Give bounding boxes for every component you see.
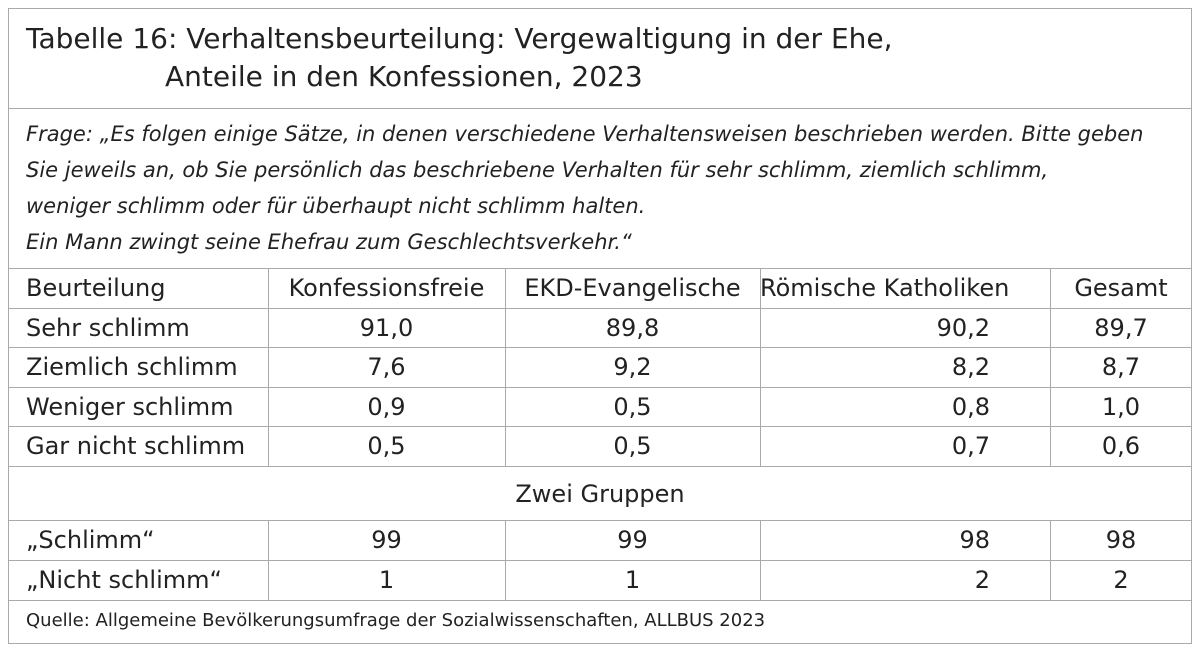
question-line: weniger schlimm oder für überhaupt nicht…: [26, 194, 646, 218]
value-cell: 98: [959, 525, 990, 554]
column-divider: [505, 519, 506, 600]
value-cell: 0,8: [951, 392, 990, 421]
value-cell: 1,0: [1101, 392, 1141, 421]
value-cell: 2: [1113, 565, 1129, 594]
group-label: Zwei Gruppen: [515, 479, 685, 508]
value-cell: 8,7: [1101, 353, 1141, 381]
value-cell: 98: [1105, 525, 1137, 554]
row-label: „Nicht schlimm“: [26, 565, 222, 594]
column-divider: [760, 268, 761, 466]
row-label: Ziemlich schlimm: [26, 353, 238, 381]
divider: [8, 108, 1192, 109]
title-line: Anteile in den Konfessionen, 2023: [165, 60, 643, 93]
value-cell: 89,7: [1094, 313, 1148, 342]
column-divider: [1050, 519, 1051, 600]
column-divider: [268, 519, 269, 600]
divider: [8, 559, 1192, 561]
divider: [8, 465, 1192, 467]
divider: [8, 519, 1192, 521]
value-cell: 0,5: [613, 392, 652, 421]
value-cell: 2: [974, 565, 990, 594]
value-cell: 89,8: [605, 313, 660, 342]
divider: [8, 347, 1192, 348]
column-header: Römische Katholiken: [760, 274, 1010, 302]
table-frame: [8, 8, 1192, 644]
row-label: Sehr schlimm: [26, 313, 190, 342]
value-cell: 0,9: [367, 392, 406, 421]
value-cell: 1: [378, 565, 395, 594]
column-divider: [760, 519, 761, 600]
title-line: Tabelle 16: Verhaltensbeurteilung: Verge…: [26, 22, 893, 55]
value-cell: 0,7: [951, 432, 990, 460]
row-label: Gar nicht schlimm: [26, 432, 246, 460]
value-cell: 9,2: [613, 353, 652, 381]
value-cell: 90,2: [936, 313, 990, 342]
value-cell: 1: [624, 565, 641, 594]
column-divider: [505, 268, 506, 466]
value-cell: 91,0: [359, 313, 414, 342]
divider: [8, 268, 1192, 269]
column-header: Beurteilung: [26, 274, 166, 302]
value-cell: 99: [617, 525, 648, 554]
column-header: EKD-Evangelische: [524, 274, 741, 302]
row-label: „Schlimm“: [26, 525, 155, 554]
divider: [8, 386, 1192, 388]
value-cell: 0,5: [367, 432, 406, 460]
source-note: Quelle: Allgemeine Bevölkerungsumfrage d…: [26, 609, 766, 631]
value-cell: 8,2: [951, 353, 990, 381]
value-cell: 0,5: [613, 432, 652, 460]
value-cell: 99: [371, 525, 402, 554]
column-divider: [268, 268, 269, 466]
question-line: Sie jeweils an, ob Sie persönlich das be…: [26, 158, 1049, 182]
value-cell: 7,6: [367, 353, 406, 381]
question-line: Frage: „Es folgen einige Sätze, in denen…: [26, 122, 1144, 146]
value-cell: 0,6: [1101, 432, 1141, 460]
divider: [8, 426, 1192, 427]
divider: [8, 599, 1192, 601]
column-divider: [1050, 268, 1051, 466]
question-line: Ein Mann zwingt seine Ehefrau zum Geschl…: [26, 230, 632, 254]
column-header: Gesamt: [1074, 274, 1168, 302]
row-label: Weniger schlimm: [26, 392, 234, 421]
column-header: Konfessionsfreie: [288, 274, 485, 302]
divider: [8, 307, 1192, 309]
